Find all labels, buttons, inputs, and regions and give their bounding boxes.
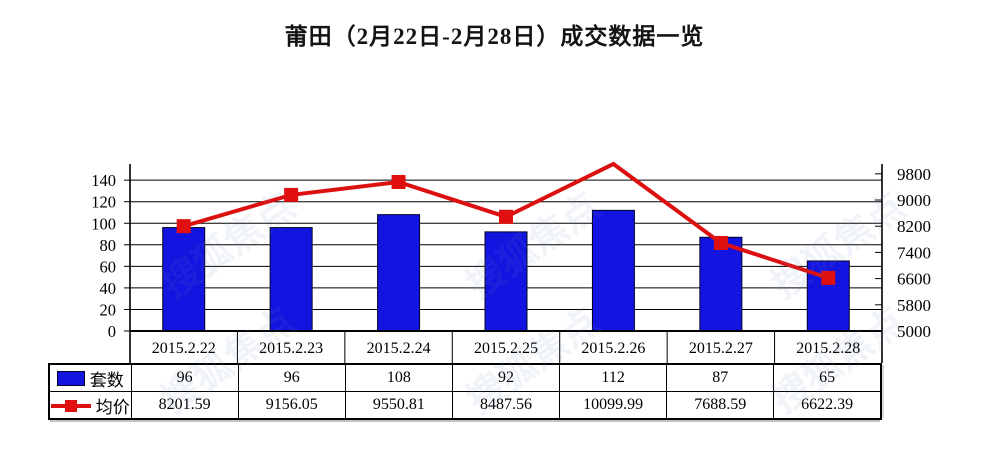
table-cell: 108	[344, 363, 453, 392]
left-axis-tick-label: 100	[91, 214, 116, 233]
price-marker	[284, 187, 299, 202]
table-cell: 8487.56	[451, 391, 561, 420]
page-title: 莆田（2月22日-2月28日）成交数据一览	[284, 24, 705, 49]
left-axis-tick-label: 20	[100, 300, 117, 319]
table-row: 套数 96 96 108 92 112 87 65	[48, 363, 882, 392]
table-cell: 9156.05	[237, 391, 346, 420]
price-legend-cell: 均价	[48, 391, 132, 420]
table-body: 套数 96 96 108 92 112 87 65 均价 8201.59 9156.05 9550.8…	[48, 363, 882, 420]
table-cell: 112	[559, 363, 668, 392]
table-cell: 9550.81	[344, 391, 453, 420]
units-legend-cell: 套数	[48, 363, 132, 392]
legend-label: 均价	[95, 397, 130, 417]
left-axis-tick-label: 40	[100, 279, 117, 298]
legend-label: 套数	[89, 370, 124, 390]
right-axis-tick-label: 9800	[897, 165, 931, 184]
price-marker	[821, 270, 836, 285]
date-label: 2015.2.27	[689, 340, 753, 357]
right-axis-tick-label: 8200	[897, 217, 931, 236]
units-bar	[699, 236, 743, 332]
right-axis-tick-label: 7400	[897, 243, 931, 262]
table-cell: 10099.99	[559, 391, 668, 420]
table-cell: 87	[666, 363, 775, 392]
price-marker	[391, 174, 406, 189]
price-marker	[499, 209, 513, 224]
right-axis-tick-label: 9000	[897, 191, 931, 210]
table-row: 均价 8201.59 9156.05 9550.81 8487.56 10099.99 76…	[48, 391, 882, 420]
left-axis-tick-label: 140	[91, 171, 116, 190]
left-axis-tick-label: 60	[100, 257, 117, 276]
left-axis-tick-label: 120	[91, 193, 116, 212]
right-axis-tick-label: 5000	[897, 322, 931, 341]
price-marker	[713, 235, 728, 250]
data-table: 套数 96 96 108 92 112 87 65 均价 8201.59 9156.05 9550.8…	[48, 363, 882, 420]
date-label: 2015.2.26	[581, 340, 645, 357]
price-line-swatch-icon	[50, 399, 91, 412]
table-cell: 8201.59	[130, 391, 239, 420]
units-bar	[162, 227, 206, 332]
table-cell: 6622.39	[773, 391, 882, 420]
table-cell: 65	[773, 363, 882, 392]
right-axis-tick-label: 5800	[897, 296, 931, 315]
date-label: 2015.2.23	[259, 340, 323, 357]
left-axis-tick-label: 0	[108, 322, 116, 341]
price-marker	[176, 219, 191, 234]
table-cell: 92	[451, 363, 561, 392]
date-label: 2015.2.25	[474, 340, 538, 357]
units-bar	[591, 209, 635, 332]
right-axis-tick-label: 6600	[897, 270, 931, 289]
date-label: 2015.2.28	[796, 340, 860, 357]
date-label: 2015.2.24	[367, 340, 431, 357]
units-bar-swatch-icon	[56, 370, 85, 386]
table-cell: 7688.59	[666, 391, 775, 420]
units-bar	[269, 227, 313, 332]
units-bar	[484, 231, 528, 332]
table-cell: 96	[130, 363, 239, 392]
date-label: 2015.2.22	[152, 340, 216, 357]
units-bar	[377, 214, 421, 332]
left-axis-tick-label: 80	[100, 236, 117, 255]
table-cell: 96	[237, 363, 346, 392]
